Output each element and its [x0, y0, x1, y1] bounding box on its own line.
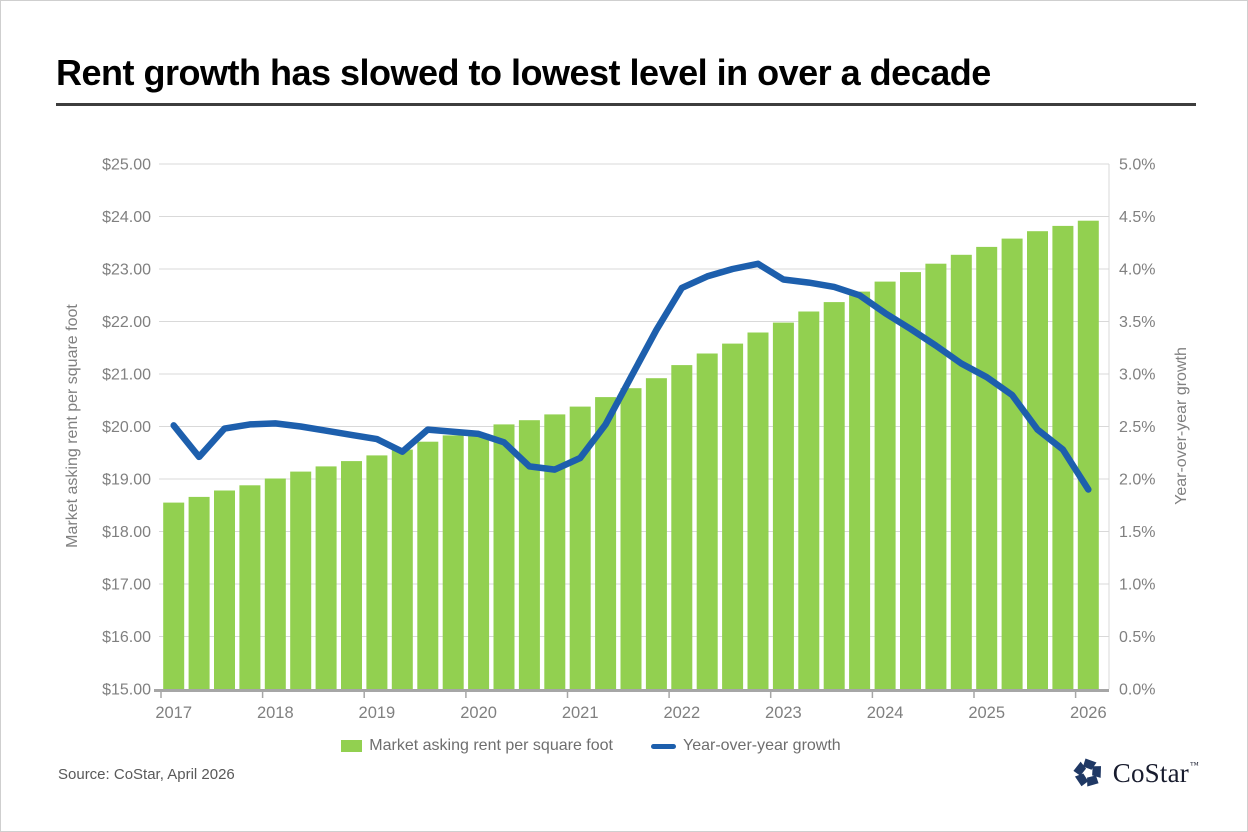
right-axis-tick-label: 3.0%	[1119, 367, 1155, 384]
pinwheel-blade	[1074, 773, 1088, 787]
rent-bar-2025-q2	[1001, 238, 1023, 689]
chart-title: Rent growth has slowed to lowest level i…	[56, 52, 991, 93]
x-axis-year-label-2020: 2020	[460, 704, 497, 722]
left-axis-tick-label: $17.00	[102, 577, 151, 594]
rent-bar-2025-q3	[1027, 231, 1048, 689]
left-axis-tick-label: $19.00	[102, 472, 151, 489]
x-axis-year-label-2021: 2021	[562, 704, 599, 722]
right-axis-title: Year-over-year growth	[1173, 347, 1190, 505]
rent-bar-2019-q4	[442, 435, 464, 689]
title-underline	[56, 103, 1196, 106]
rent-series-swatch-icon	[341, 740, 363, 752]
left-axis-tick-label: $18.00	[102, 524, 151, 541]
legend-item-rent: Market asking rent per square foot	[341, 737, 613, 755]
left-axis-title: Market asking rent per square foot	[64, 304, 81, 548]
legend-label-growth: Year-over-year growth	[682, 737, 841, 754]
rent-bar-2018-q1	[264, 478, 286, 689]
rent-bar-2024-q1	[874, 281, 896, 689]
left-axis-tick-label: $25.00	[102, 157, 151, 174]
costar-pinwheel-icon	[1073, 758, 1101, 787]
pinwheel-blade	[1073, 761, 1086, 776]
rent-bar-2024-q3	[925, 263, 947, 689]
x-axis-year-label-2018: 2018	[257, 704, 294, 722]
right-axis-tick-label: 4.5%	[1119, 209, 1155, 226]
x-axis-year-label-2022: 2022	[663, 704, 700, 722]
right-axis-tick-label: 2.0%	[1119, 472, 1155, 489]
left-axis-tick-label: $22.00	[102, 314, 151, 331]
rent-bar-2023-q4	[849, 291, 871, 689]
legend-label-rent: Market asking rent per square foot	[369, 737, 613, 754]
rent-bar-2022-q4	[747, 332, 769, 689]
x-axis-year-label-2017: 2017	[155, 704, 192, 722]
right-axis-tick-label: 4.0%	[1119, 262, 1155, 279]
x-axis-year-label-2026: 2026	[1070, 704, 1107, 722]
legend-item-growth: Year-over-year growth	[650, 737, 841, 755]
rent-bar-2017-q3	[214, 490, 235, 689]
rent-bar-2017-q1	[163, 502, 185, 689]
rent-bar-2018-q3	[315, 466, 337, 689]
rent-bar-2024-q2	[900, 272, 921, 689]
rent-bar-2019-q1	[366, 455, 388, 689]
costar-wordmark: CoStar™	[1112, 757, 1199, 788]
right-axis-tick-label: 2.5%	[1119, 419, 1155, 436]
rent-bar-2020-q4	[544, 414, 566, 689]
pinwheel-blade	[1091, 766, 1101, 778]
rent-bar-2020-q3	[518, 420, 540, 689]
rent-bar-2022-q1	[671, 365, 693, 689]
growth-line	[170, 260, 1092, 493]
rent-bar-2017-q4	[239, 485, 261, 689]
left-axis-tick-label: $15.00	[102, 682, 151, 699]
costar-logo: CoStar™	[1071, 756, 1199, 790]
rent-bar-2024-q4	[950, 254, 972, 690]
right-axis-tick-label: 5.0%	[1119, 157, 1155, 174]
right-axis-tick-label: 1.5%	[1119, 524, 1155, 541]
rent-bar-2022-q3	[722, 343, 744, 689]
x-axis-year-label-2023: 2023	[765, 704, 802, 722]
left-axis-tick-label: $20.00	[102, 419, 151, 436]
x-axis-year-label-2025: 2025	[968, 704, 1005, 722]
rent-bar-2023-q2	[798, 311, 820, 689]
rent-bar-2021-q2	[595, 397, 617, 689]
rent-bar-2023-q1	[772, 322, 794, 689]
right-axis-tick-label: 0.5%	[1119, 629, 1155, 646]
pinwheel-blade	[1086, 775, 1099, 787]
growth-series-swatch-icon	[650, 743, 676, 749]
rent-bar-2025-q4	[1052, 225, 1074, 689]
rent-bar-2023-q3	[823, 302, 845, 689]
rent-bar-2018-q4	[341, 461, 362, 689]
rent-bar-2021-q4	[645, 378, 667, 689]
rent-bar-2022-q2	[696, 353, 718, 689]
x-axis-year-label-2019: 2019	[359, 704, 396, 722]
rent-bar-2017-q2	[188, 496, 210, 689]
rent-bar-2025-q1	[976, 246, 998, 689]
left-axis-tick-label: $24.00	[102, 209, 151, 226]
rent-bar-2018-q2	[290, 471, 312, 689]
rent-bar-2020-q1	[468, 433, 490, 689]
source-note: Source: CoStar, April 2026	[58, 766, 235, 783]
rent-bar-2019-q3	[417, 441, 439, 689]
left-axis-tick-label: $16.00	[102, 629, 151, 646]
rent-bar-2021-q1	[569, 406, 591, 689]
rent-bar-2019-q2	[391, 449, 413, 689]
x-axis-year-label-2024: 2024	[867, 704, 904, 722]
left-axis-tick-label: $21.00	[102, 367, 151, 384]
legend: Market asking rent per square foot Year-…	[1, 737, 1181, 755]
right-axis-tick-label: 3.5%	[1119, 314, 1155, 331]
rent-bar-2026-q1	[1077, 220, 1099, 689]
right-axis-tick-label: 1.0%	[1119, 577, 1155, 594]
trademark-symbol: ™	[1189, 759, 1199, 770]
left-axis-tick-label: $23.00	[102, 262, 151, 279]
rent-bar-2020-q2	[493, 424, 515, 689]
rent-bar-2021-q3	[620, 388, 642, 689]
right-axis-tick-label: 0.0%	[1119, 682, 1155, 699]
